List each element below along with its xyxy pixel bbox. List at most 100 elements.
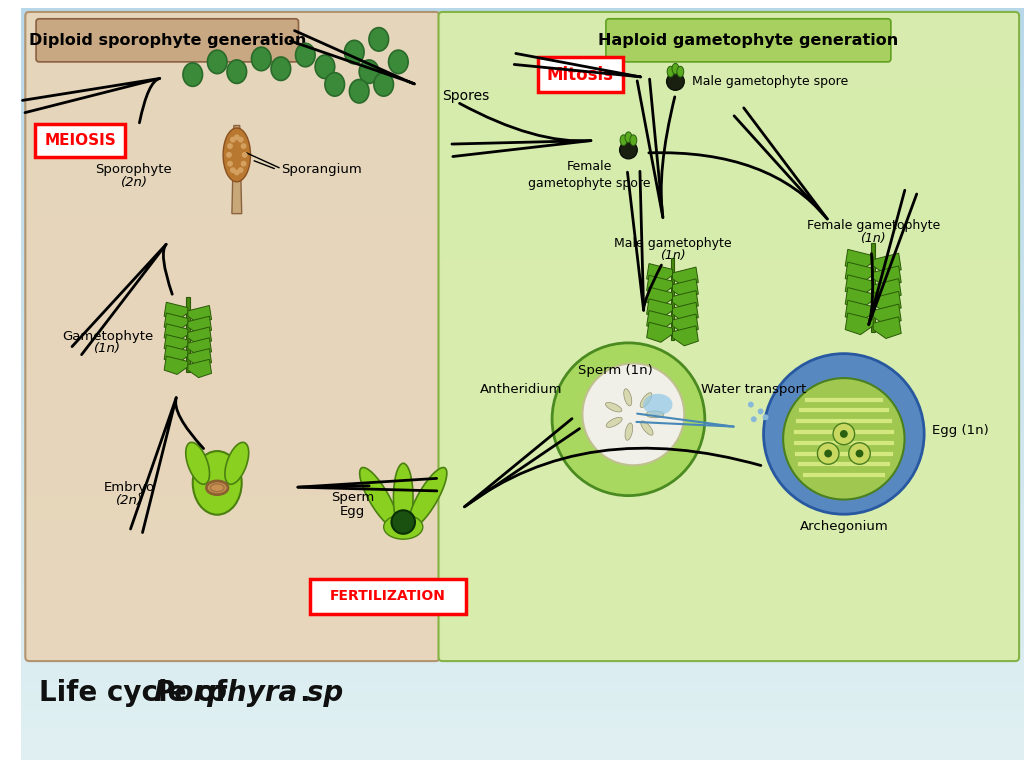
Bar xyxy=(22,335,1024,336)
Ellipse shape xyxy=(621,135,627,146)
Bar xyxy=(22,20,1024,21)
Bar xyxy=(22,558,1024,559)
Circle shape xyxy=(230,137,236,143)
Bar xyxy=(22,551,1024,552)
Bar xyxy=(22,706,1024,707)
Bar xyxy=(22,371,1024,372)
Polygon shape xyxy=(845,313,873,335)
Bar xyxy=(22,456,1024,458)
Bar xyxy=(22,131,1024,132)
Bar xyxy=(22,332,1024,333)
Bar xyxy=(22,408,1024,409)
Bar xyxy=(22,239,1024,240)
Bar xyxy=(22,645,1024,647)
Bar xyxy=(22,378,1024,379)
Bar xyxy=(22,119,1024,120)
Bar xyxy=(22,741,1024,743)
Bar xyxy=(22,715,1024,716)
Bar xyxy=(22,41,1024,42)
Polygon shape xyxy=(186,297,189,372)
Bar xyxy=(22,340,1024,341)
Bar xyxy=(22,718,1024,719)
Bar xyxy=(22,654,1024,655)
Text: Haploid gametophyte generation: Haploid gametophyte generation xyxy=(598,33,898,48)
Bar xyxy=(22,86,1024,88)
Bar xyxy=(22,420,1024,421)
Bar xyxy=(22,314,1024,316)
Bar xyxy=(22,656,1024,657)
Ellipse shape xyxy=(369,28,388,51)
Bar xyxy=(22,39,1024,41)
Bar xyxy=(22,221,1024,223)
Bar xyxy=(22,459,1024,460)
Bar xyxy=(22,173,1024,174)
Text: Sperm: Sperm xyxy=(331,491,374,504)
Bar xyxy=(22,540,1024,541)
Bar xyxy=(22,89,1024,91)
Bar xyxy=(22,662,1024,663)
Bar xyxy=(22,212,1024,213)
Bar xyxy=(22,53,1024,54)
Bar xyxy=(22,594,1024,595)
Bar xyxy=(22,114,1024,116)
Bar xyxy=(22,237,1024,238)
Bar xyxy=(22,47,1024,48)
Text: Water transport: Water transport xyxy=(701,383,806,396)
Polygon shape xyxy=(164,346,187,363)
Bar xyxy=(22,35,1024,36)
Bar xyxy=(22,683,1024,684)
Bar xyxy=(22,223,1024,224)
Bar xyxy=(22,566,1024,567)
Bar xyxy=(22,80,1024,81)
Bar xyxy=(22,438,1024,439)
Text: Egg: Egg xyxy=(340,505,365,518)
Bar xyxy=(22,341,1024,342)
Bar xyxy=(22,104,1024,105)
Circle shape xyxy=(748,402,754,408)
Text: Mitosis: Mitosis xyxy=(547,65,614,84)
Bar xyxy=(22,232,1024,233)
Bar xyxy=(22,270,1024,271)
Bar xyxy=(22,602,1024,604)
Ellipse shape xyxy=(185,442,210,485)
Bar xyxy=(22,280,1024,281)
Bar xyxy=(22,479,1024,480)
Bar xyxy=(22,355,1024,356)
Bar xyxy=(22,722,1024,723)
Text: MEIOSIS: MEIOSIS xyxy=(44,133,116,147)
Bar xyxy=(22,428,1024,429)
Bar xyxy=(22,57,1024,58)
Bar xyxy=(22,10,1024,11)
Bar xyxy=(22,349,1024,351)
Bar xyxy=(22,636,1024,637)
Ellipse shape xyxy=(193,451,242,515)
Bar xyxy=(22,519,1024,520)
Bar xyxy=(22,415,1024,416)
Bar xyxy=(22,595,1024,597)
Bar xyxy=(22,331,1024,332)
Bar xyxy=(22,701,1024,702)
Bar xyxy=(22,578,1024,579)
Bar xyxy=(22,150,1024,151)
Bar xyxy=(22,590,1024,591)
Bar xyxy=(22,682,1024,683)
Bar xyxy=(22,300,1024,301)
Bar xyxy=(22,441,1024,442)
Bar xyxy=(22,528,1024,529)
Bar xyxy=(22,291,1024,292)
Text: (2n): (2n) xyxy=(116,494,142,507)
Bar xyxy=(22,482,1024,483)
Bar xyxy=(22,105,1024,106)
Polygon shape xyxy=(187,338,212,356)
Bar xyxy=(22,233,1024,234)
Text: .: . xyxy=(299,680,310,707)
Text: Life cycle of: Life cycle of xyxy=(39,680,237,707)
Bar xyxy=(22,651,1024,652)
Bar xyxy=(22,680,1024,682)
Bar xyxy=(22,421,1024,422)
Bar xyxy=(22,320,1024,321)
Bar xyxy=(22,486,1024,487)
Bar xyxy=(22,474,1024,475)
Bar xyxy=(22,424,1024,425)
Bar xyxy=(22,160,1024,161)
